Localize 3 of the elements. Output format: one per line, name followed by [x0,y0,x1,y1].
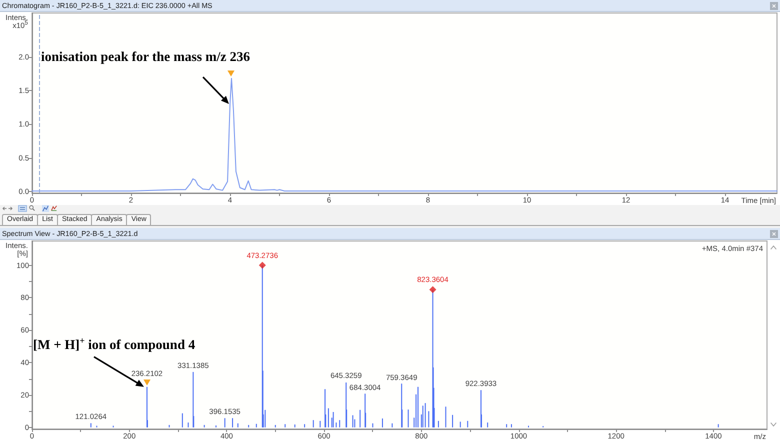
annotation: [M + H]$^{+}$ ion of compound 4 [32,335,196,353]
annotation: ionisation peak for the mass m/z 236 [41,49,250,65]
line-series [32,78,778,192]
